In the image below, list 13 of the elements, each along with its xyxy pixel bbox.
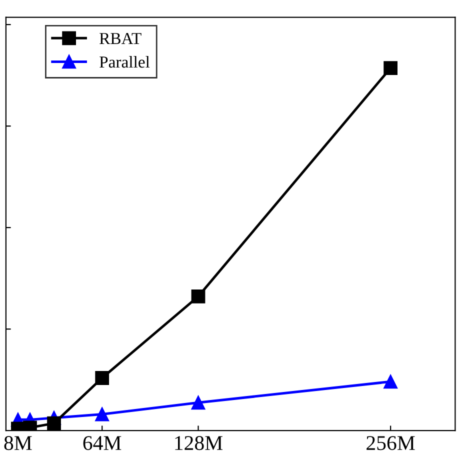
x-tick-label: 8M: [4, 436, 32, 450]
point: [47, 416, 61, 430]
point: [191, 289, 206, 304]
point: [95, 407, 110, 422]
legend-label: RBAT: [100, 32, 142, 44]
point: [384, 61, 398, 76]
x-tick-label: 256M: [366, 436, 415, 450]
point: [384, 374, 398, 389]
legend-label: Parallel: [100, 56, 150, 68]
point: [95, 371, 110, 385]
x-tick-label: 64M: [83, 436, 122, 450]
x-tick-label: 128M: [175, 436, 223, 450]
point: [191, 396, 206, 410]
